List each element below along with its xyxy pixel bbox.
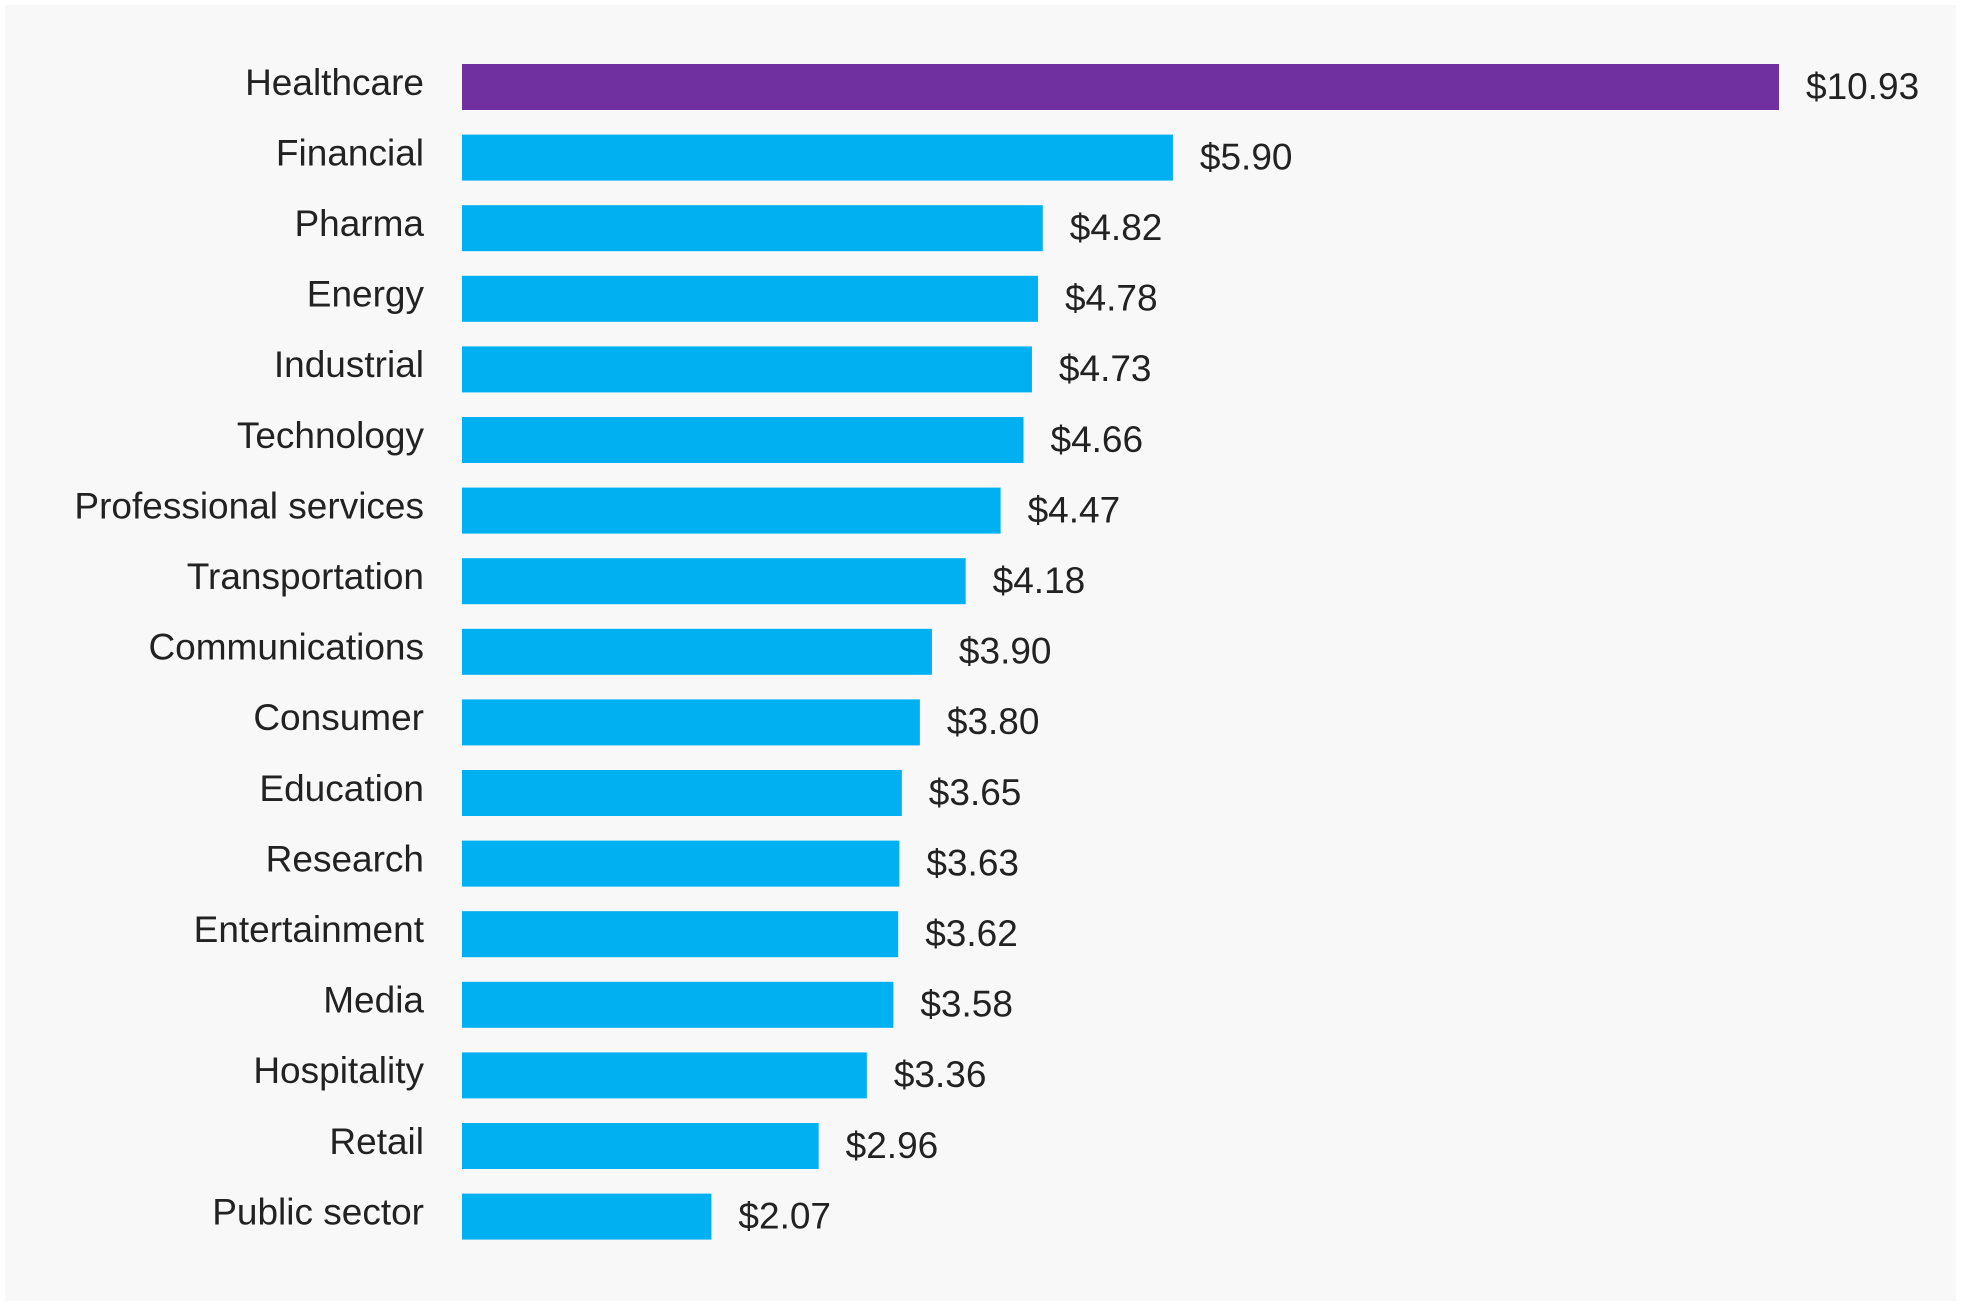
bar-public-sector xyxy=(462,1193,712,1240)
category-label-professional-services: Professional services xyxy=(74,485,424,526)
value-label-transportation: $4.18 xyxy=(993,560,1086,601)
value-label-communications: $3.90 xyxy=(959,631,1052,672)
value-label-healthcare: $10.93 xyxy=(1806,66,1919,107)
value-label-education: $3.65 xyxy=(929,772,1022,813)
bar-professional-services xyxy=(462,487,1001,534)
value-label-technology: $4.66 xyxy=(1051,419,1144,460)
category-label-technology: Technology xyxy=(237,415,425,456)
category-label-financial: Financial xyxy=(276,132,424,173)
category-label-hospitality: Hospitality xyxy=(253,1050,424,1091)
value-label-industrial: $4.73 xyxy=(1059,348,1152,389)
category-label-communications: Communications xyxy=(148,627,424,668)
category-label-pharma: Pharma xyxy=(294,203,424,244)
bar-research xyxy=(462,840,900,887)
bar-technology xyxy=(462,417,1024,463)
category-label-public-sector: Public sector xyxy=(212,1191,424,1232)
value-label-financial: $5.90 xyxy=(1200,136,1293,177)
category-label-industrial: Industrial xyxy=(274,344,424,385)
bar-education xyxy=(462,770,902,816)
bar-healthcare xyxy=(462,64,1779,110)
value-label-pharma: $4.82 xyxy=(1070,207,1163,248)
category-label-research: Research xyxy=(266,838,424,879)
category-label-consumer: Consumer xyxy=(253,697,424,738)
bar-retail xyxy=(462,1123,819,1169)
bar-entertainment xyxy=(462,911,899,958)
bar-financial xyxy=(462,134,1173,181)
value-label-professional-services: $4.47 xyxy=(1028,489,1121,530)
value-label-media: $3.58 xyxy=(920,984,1013,1025)
value-label-retail: $2.96 xyxy=(846,1125,939,1166)
category-label-healthcare: Healthcare xyxy=(245,62,424,103)
value-label-energy: $4.78 xyxy=(1065,278,1158,319)
category-label-entertainment: Entertainment xyxy=(194,909,425,950)
category-label-transportation: Transportation xyxy=(187,556,424,597)
bar-hospitality xyxy=(462,1052,867,1099)
category-label-education: Education xyxy=(259,768,424,809)
bar-transportation xyxy=(462,558,966,605)
bar-industrial xyxy=(462,346,1032,393)
category-label-media: Media xyxy=(323,980,424,1021)
value-label-entertainment: $3.62 xyxy=(925,913,1018,954)
value-label-research: $3.63 xyxy=(926,842,1019,883)
value-label-consumer: $3.80 xyxy=(947,701,1040,742)
value-label-hospitality: $3.36 xyxy=(894,1054,987,1095)
value-label-public-sector: $2.07 xyxy=(738,1195,831,1236)
bar-media xyxy=(462,981,894,1028)
bar-pharma xyxy=(462,205,1043,252)
bar-consumer xyxy=(462,699,920,746)
category-label-energy: Energy xyxy=(307,274,425,315)
category-label-retail: Retail xyxy=(329,1121,424,1162)
bar-energy xyxy=(462,275,1038,322)
bar-communications xyxy=(462,628,932,675)
